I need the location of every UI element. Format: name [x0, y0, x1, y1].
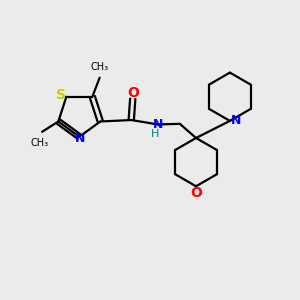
Text: CH₃: CH₃ — [31, 138, 49, 148]
Text: O: O — [127, 86, 139, 100]
Text: N: N — [231, 114, 242, 128]
Text: N: N — [75, 132, 85, 145]
Text: O: O — [190, 186, 202, 200]
Text: N: N — [153, 118, 164, 131]
Text: S: S — [56, 88, 66, 102]
Text: H: H — [151, 129, 159, 139]
Text: CH₃: CH₃ — [91, 62, 109, 72]
